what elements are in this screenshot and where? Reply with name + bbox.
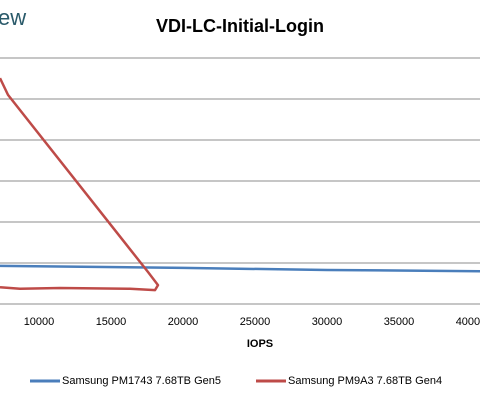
chart-title: VDI-LC-Initial-Login bbox=[156, 16, 324, 36]
x-axis-title: IOPS bbox=[247, 338, 273, 350]
x-tick-label: 10000 bbox=[24, 316, 55, 328]
logo-text: ew bbox=[0, 5, 26, 30]
x-tick-label: 40000 bbox=[456, 316, 480, 328]
x-tick-label: 20000 bbox=[168, 316, 199, 328]
x-tick-label: 30000 bbox=[312, 316, 343, 328]
x-tick-label: 15000 bbox=[96, 316, 127, 328]
legend-label: Samsung PM9A3 7.68TB Gen4 bbox=[288, 375, 442, 387]
legend-label: Samsung PM1743 7.68TB Gen5 bbox=[62, 375, 221, 387]
series-line bbox=[0, 264, 480, 273]
series-line bbox=[0, 77, 160, 292]
x-tick-label: 35000 bbox=[384, 316, 415, 328]
x-tick-label: 25000 bbox=[240, 316, 271, 328]
